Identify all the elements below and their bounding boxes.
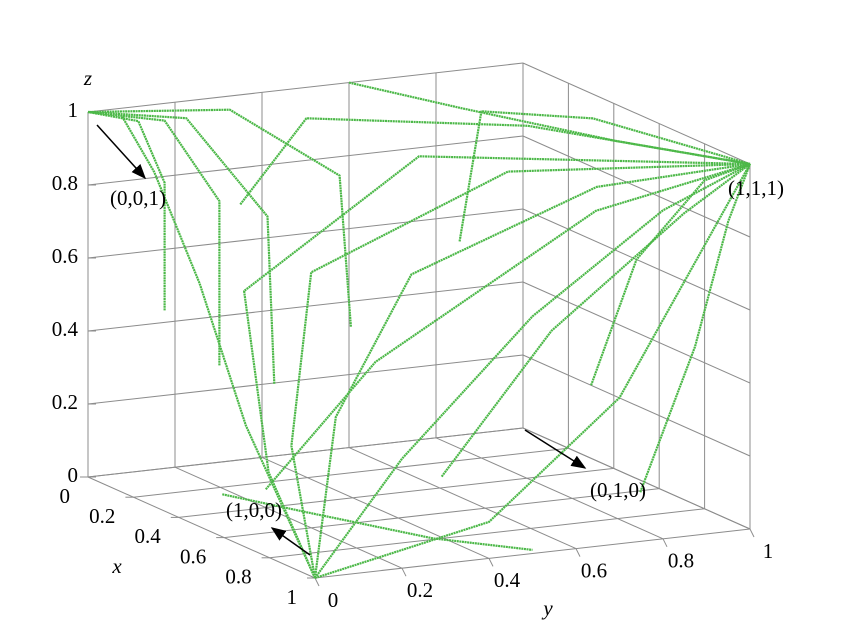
grid-line: [87, 62, 524, 113]
x-tick-label: 0.6: [180, 544, 206, 568]
grid-line: [224, 488, 660, 539]
trajectory: [87, 110, 221, 366]
y-tick-label: 0: [328, 588, 339, 612]
y-tick-label: 1: [763, 539, 774, 563]
grid-line: [522, 135, 751, 238]
tick-mark: [401, 567, 407, 577]
grid-line: [87, 208, 524, 259]
grid-line: [522, 427, 751, 530]
x-tick-label: 0.2: [89, 504, 115, 528]
trajectory: [590, 162, 751, 386]
x-axis-label: x: [111, 554, 122, 578]
trajectory: [87, 108, 352, 327]
trajectory: [264, 162, 751, 491]
trajectory: [87, 110, 276, 384]
y-tick-label: 0.8: [668, 549, 694, 573]
y-tick-label: 0.2: [407, 578, 433, 602]
grid-line: [522, 354, 751, 457]
grid-line: [348, 447, 577, 550]
trajectory: [222, 493, 533, 551]
tick-mark: [314, 577, 320, 587]
trajectory: [120, 114, 317, 579]
grid-line: [435, 437, 664, 540]
tick-mark: [662, 538, 668, 548]
z-tick-label: 0: [68, 463, 79, 487]
z-axis-label: z: [83, 66, 92, 90]
grid-line: [87, 281, 524, 332]
grid-line: [87, 354, 524, 405]
x-tick-label: 1: [287, 585, 298, 609]
grid: [80, 62, 755, 587]
grid-line: [522, 62, 751, 165]
grid-line: [522, 281, 751, 384]
tick-mark: [488, 558, 494, 567]
grid-line: [87, 427, 524, 478]
tick-mark: [749, 528, 755, 538]
grid-line: [133, 447, 569, 498]
y-tick-label: 0.4: [494, 568, 521, 592]
y-axis-label: y: [541, 596, 553, 620]
trajectory: [87, 110, 166, 311]
trajectory: [639, 163, 752, 493]
grid-line: [314, 528, 751, 579]
z-tick-label: 0.6: [52, 244, 78, 268]
tick-mark: [575, 548, 581, 557]
x-tick-label: 0.4: [135, 524, 162, 548]
trajectory: [290, 162, 751, 579]
trajectory: [239, 117, 751, 206]
grid-line: [87, 476, 316, 579]
grid-line: [178, 467, 614, 518]
grid-line: [261, 456, 490, 559]
annotation: (0,1,0): [590, 478, 646, 502]
z-tick-label: 0.4: [52, 317, 79, 341]
arrow: [96, 124, 147, 180]
y-tick-label: 0.6: [581, 558, 607, 582]
trajectory: [458, 110, 751, 242]
x-tick-label: 0.8: [225, 565, 251, 589]
annotation: (1,0,0): [226, 498, 282, 522]
trajectory: [313, 162, 751, 579]
x-tick-label: 0: [60, 484, 71, 508]
trajectory: [348, 81, 751, 166]
trajectory: [314, 163, 751, 580]
z-tick-label: 1: [68, 98, 79, 122]
grid-line: [269, 508, 705, 559]
arrow: [270, 527, 311, 556]
grid-line: [87, 135, 524, 186]
trajectories: [87, 81, 752, 580]
annotation: (0,0,1): [110, 186, 166, 210]
z-tick-label: 0.2: [52, 390, 78, 414]
annotation: (1,1,1): [728, 176, 784, 200]
arrow: [524, 429, 587, 469]
z-tick-label: 0.8: [52, 171, 78, 195]
trajectory: [440, 163, 751, 478]
